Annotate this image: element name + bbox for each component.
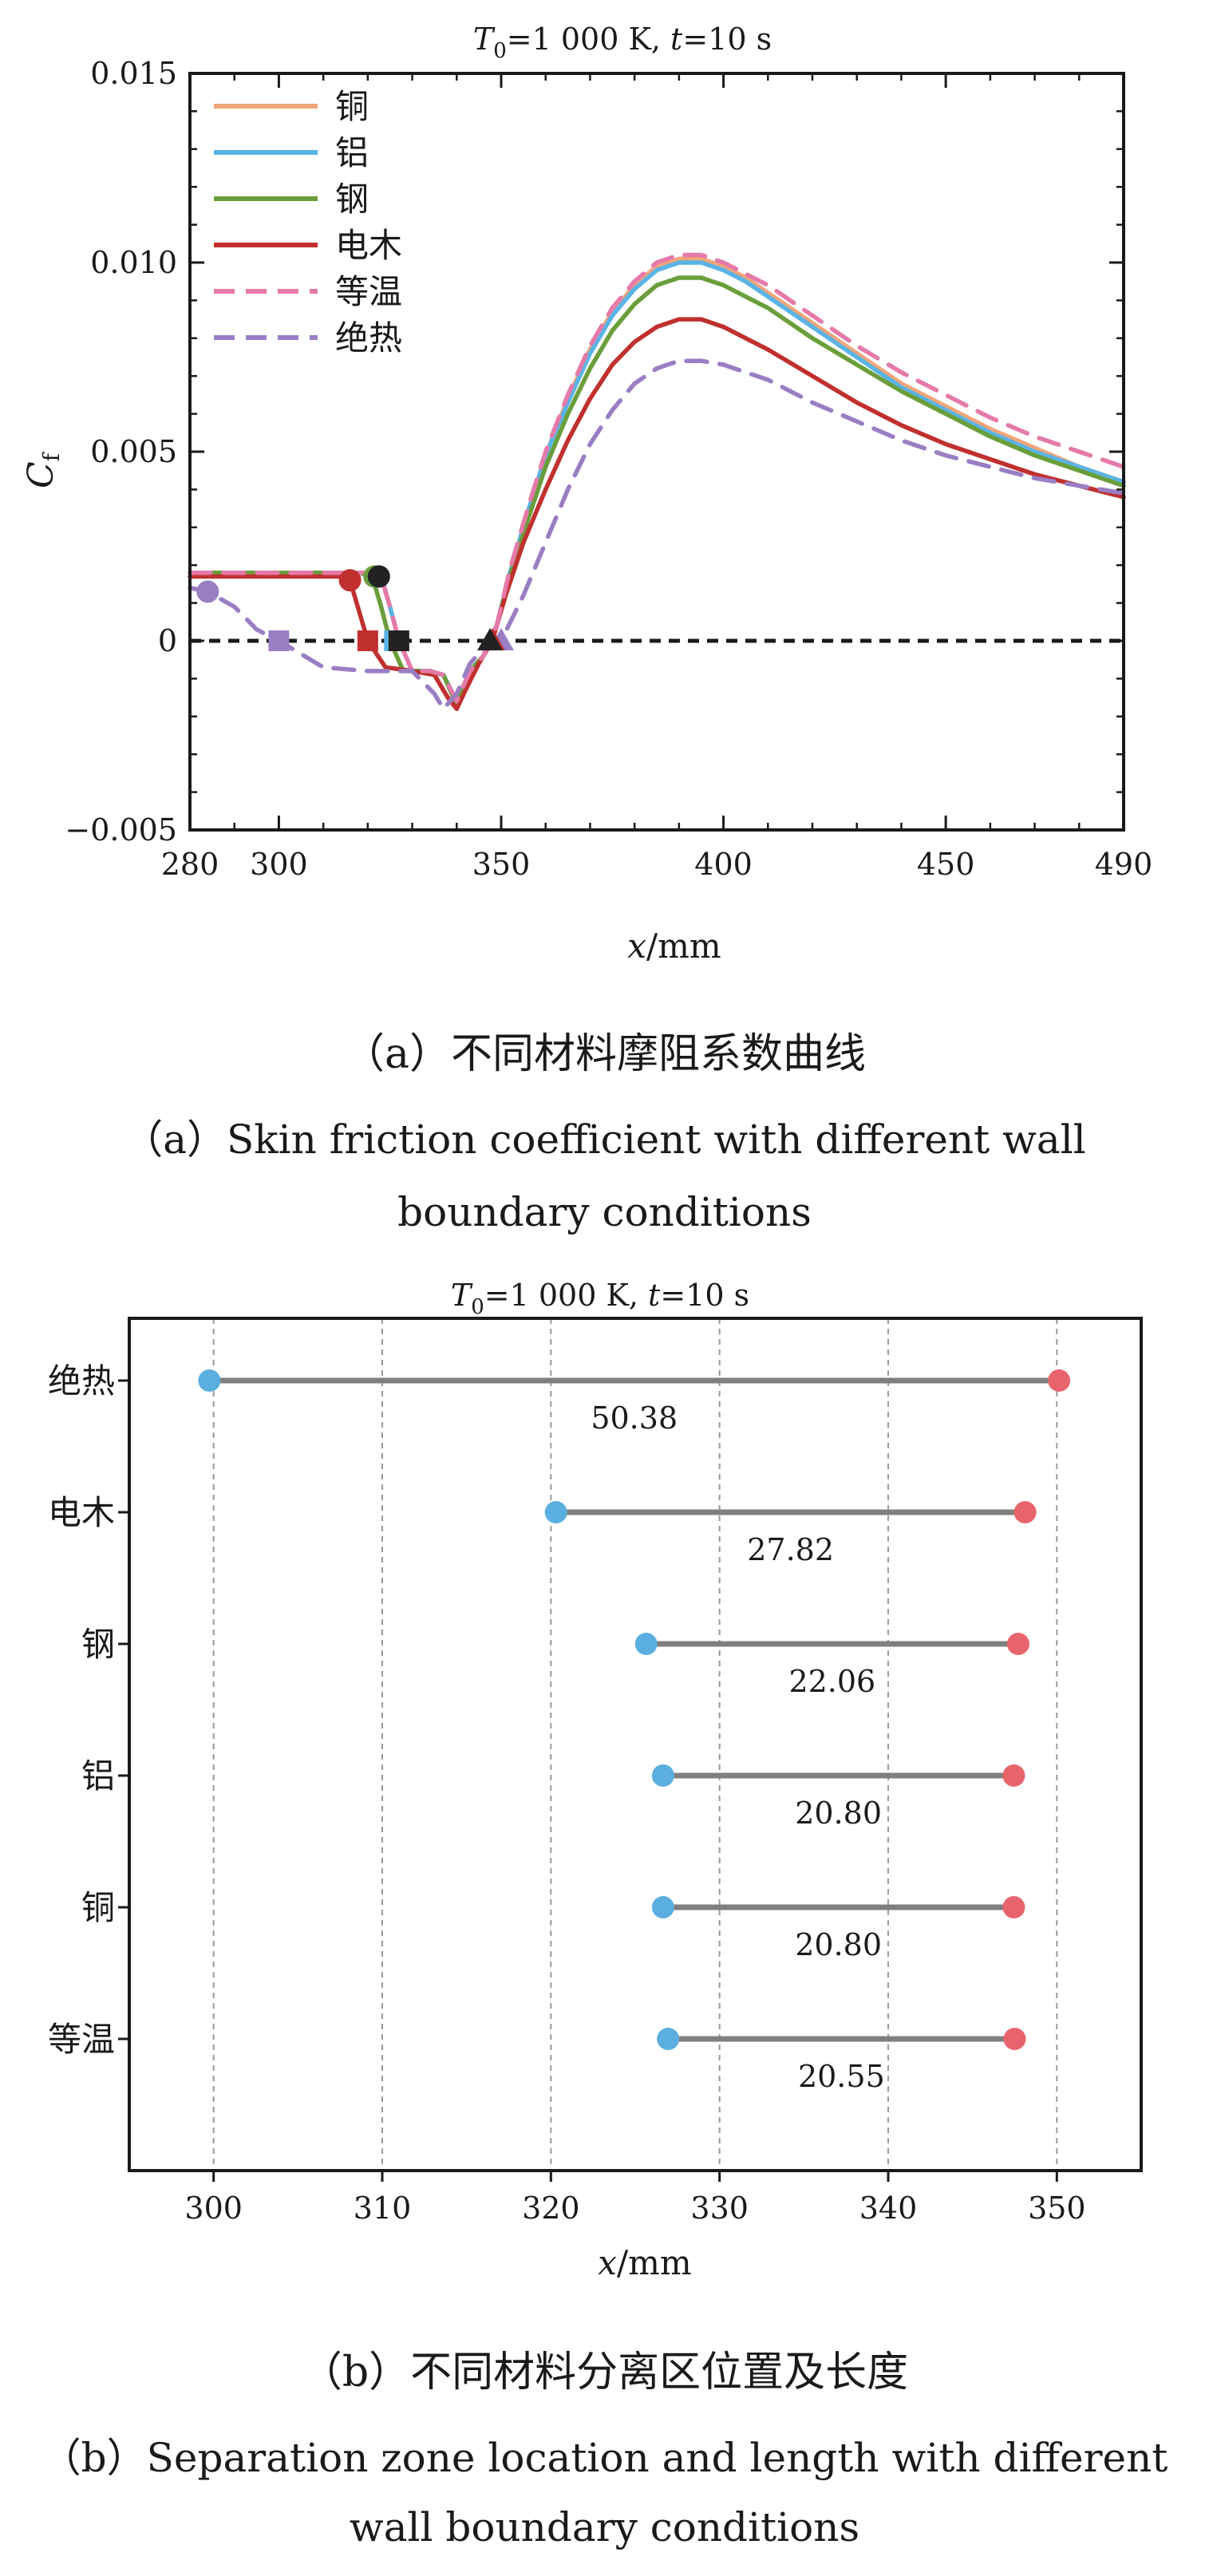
a-plot-frame [188,72,1125,832]
a-y-tick-label: 0 [158,623,177,658]
b-title-sub: 0 [471,1295,484,1319]
caption-a-en-line2: boundary conditions [397,1189,812,1235]
a-y-tick-label: 0.010 [90,245,177,280]
marker-square-1 [268,630,290,651]
legend-label-1: 铝 [335,133,369,172]
marker-triangle-11 [477,628,504,650]
b-x-axis-label: x/mm [598,2243,692,2282]
legend-label-2: 钢 [335,180,369,219]
category-label-2: 钢 [81,1625,115,1664]
a-y-tick-label: 0.005 [90,434,177,469]
a-markers-group [196,565,514,651]
length-label-2: 22.06 [788,1664,875,1699]
a-y-tick-label: 0.015 [90,56,177,91]
legend-label-5: 绝热 [335,318,402,358]
separation-start-point-4 [651,1896,674,1918]
caption-a-en-line1: （a）Skin friction coefficient with differ… [123,1116,1086,1163]
a-title-var2: t [670,22,683,57]
a-x-tick-label: 350 [472,847,531,882]
category-label-3: 铝 [81,1756,115,1796]
length-label-3: 20.80 [795,1796,882,1831]
a-ylabel-sub: f [38,451,65,461]
series-line-3 [188,317,1126,712]
a-xlabel-unit: /mm [646,926,721,966]
a-x-tick-label: 280 [161,847,219,882]
b-title-var2: t [648,1278,661,1313]
marker-circle-7 [367,565,390,588]
a-x-tick-label: 490 [1095,847,1153,882]
separation-start-point-3 [651,1764,674,1787]
a-x-tick-label: 400 [694,847,753,882]
reattachment-point-4 [1002,1896,1025,1918]
reattachment-point-2 [1006,1633,1029,1655]
a-y-tick-label: −0.005 [65,812,177,847]
reattachment-point-3 [1002,1764,1025,1787]
a-title-val2: =10 s [682,22,772,57]
b-ticks: 300 310 320 330 340 350 [118,1379,1086,2226]
a-axes [188,72,1125,832]
marker-square-9 [388,630,409,651]
reattachment-point-0 [1048,1369,1071,1392]
separation-start-point-5 [657,2028,680,2050]
b-title-val1: =1 000 K, [484,1278,648,1313]
chart-b: 50.38绝热27.82电木22.06钢20.80铝20.80铜20.55等温 … [48,1278,1143,2282]
b-title-val2: =10 s [660,1278,749,1313]
a-series-group [188,252,1126,712]
category-label-5: 等温 [48,2020,115,2059]
legend-label-4: 等温 [335,272,402,311]
category-label-4: 铜 [81,1888,115,1927]
separation-start-point-2 [634,1633,658,1655]
a-title-val1: =1 000 K, [507,22,670,57]
category-label-0: 绝热 [48,1361,115,1401]
caption-a-cn: （a）不同材料摩阻系数曲线 [342,1030,866,1078]
legend-label-3: 电木 [335,226,402,265]
separation-start-point-1 [544,1501,567,1523]
b-gridlines [212,1318,1058,2171]
a-xlabel-var: x [627,926,646,966]
length-label-1: 27.82 [747,1532,834,1567]
b-x-tick-label: 350 [1028,2191,1086,2226]
b-x-tick-label: 300 [184,2191,243,2226]
b-axes [128,1317,1143,2172]
legend-label-0: 铜 [335,87,369,126]
marker-square-4 [357,630,378,651]
length-label-5: 20.55 [798,2059,885,2094]
b-x-tick-label: 330 [690,2191,749,2226]
marker-circle-0 [196,580,219,603]
b-dumbbells: 50.38 绝热 27.82 电木 22.06 钢 20.80 铝 20.80 铜 20.55 等温 [48,1361,1071,2094]
marker-circle-3 [338,569,362,592]
caption-b-en-line2: wall boundary conditions [349,2504,860,2550]
chart-b-title: T0=1 000 K, t=10 s [451,1278,749,1319]
b-xlabel-unit: /mm [617,2243,692,2282]
a-title-sub: 0 [493,39,507,63]
series-line-2 [188,275,1126,708]
a-x-tick-label: 450 [917,847,975,882]
series-line-4 [188,252,1126,704]
a-x-axis-label: x/mm [627,926,721,966]
b-title-var1: T [451,1278,473,1313]
series-line-5 [188,358,1126,712]
category-label-1: 电木 [48,1493,115,1532]
b-x-tick-label: 340 [859,2191,918,2226]
reattachment-point-1 [1013,1501,1037,1523]
a-x-tick-label: 300 [250,847,308,882]
caption-b-cn: （b）不同材料分离区位置及长度 [300,2349,909,2396]
length-label-4: 20.80 [795,1927,882,1962]
separation-start-point-0 [198,1369,221,1392]
caption-b-en-line1: （b）Separation zone location and length w… [41,2435,1168,2481]
a-ticks: 280 300 350 400 450 490 −0.005 0 0.005 0.010 0.015 [65,56,1152,882]
chart-a-title: T0=1 000 K, t=10 s [473,22,772,63]
b-x-tick-label: 310 [354,2191,412,2226]
reattachment-point-5 [1003,2028,1026,2050]
a-ylabel-var: C [21,461,61,488]
a-y-axis-label: Cf [21,451,65,488]
b-plot-frame [128,1317,1143,2172]
a-title-var1: T [473,22,496,57]
chart-a: 280 300 350 400 450 490 −0.005 0 0.005 0.010 0.015… [21,22,1152,966]
b-x-tick-label: 320 [522,2191,580,2226]
b-xlabel-var: x [598,2243,617,2282]
length-label-0: 50.38 [591,1401,678,1436]
